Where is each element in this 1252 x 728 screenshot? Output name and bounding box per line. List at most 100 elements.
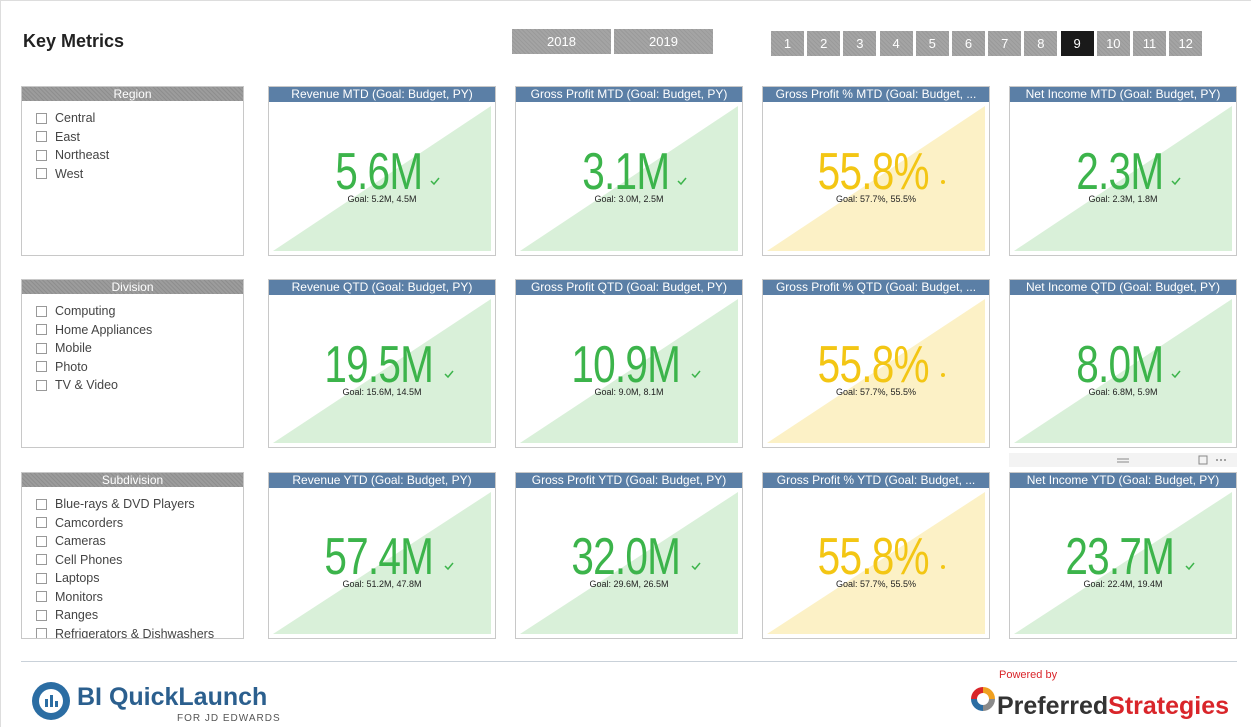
kpi-card: Gross Profit QTD (Goal: Budget, PY) 10.9M… bbox=[515, 279, 743, 448]
slicer-item[interactable]: Camcorders bbox=[36, 516, 123, 530]
kpi-triangle bbox=[1014, 492, 1232, 634]
kpi-indicator bbox=[691, 370, 701, 378]
kpi-goal: Goal: 6.8M, 5.9M bbox=[1088, 386, 1158, 397]
slicer-item[interactable]: Central bbox=[36, 111, 95, 125]
slicer-item-label: Central bbox=[55, 111, 96, 125]
kpi-value: 10.9M bbox=[516, 339, 742, 391]
slicer-item[interactable]: Ranges bbox=[36, 608, 98, 622]
slicer-item[interactable]: Home Appliances bbox=[36, 323, 152, 337]
kpi-title: Gross Profit YTD (Goal: Budget, PY) bbox=[516, 473, 742, 488]
kpi-title: Revenue MTD (Goal: Budget, PY) bbox=[269, 87, 495, 102]
slicer-item[interactable]: Cell Phones bbox=[36, 553, 122, 567]
checkbox[interactable] bbox=[36, 628, 47, 638]
checkbox[interactable] bbox=[36, 168, 47, 179]
month-button[interactable]: 2 bbox=[807, 31, 841, 56]
kpi-value: 55.8% bbox=[763, 339, 989, 391]
kpi-background bbox=[1014, 492, 1232, 634]
month-button[interactable]: 3 bbox=[843, 31, 877, 56]
month-button[interactable]: 11 bbox=[1133, 31, 1166, 56]
year-button[interactable]: 2018 bbox=[512, 29, 611, 54]
slicer-item-label: West bbox=[55, 166, 84, 181]
year-button[interactable]: 2019 bbox=[614, 29, 713, 54]
kpi-background bbox=[273, 299, 491, 443]
slicer-item[interactable]: Monitors bbox=[36, 590, 103, 604]
checkbox[interactable] bbox=[36, 535, 47, 547]
checkbox[interactable] bbox=[36, 517, 47, 528]
month-button[interactable]: 10 bbox=[1096, 31, 1130, 56]
kpi-goal: Goal: 2.3M, 1.8M bbox=[1088, 194, 1158, 204]
checkbox[interactable] bbox=[36, 498, 47, 510]
checkbox[interactable] bbox=[36, 149, 47, 161]
month-button[interactable]: 7 bbox=[988, 31, 1022, 56]
logo-text: BI QuickLaunch bbox=[77, 683, 268, 711]
kpi-title: Net Income YTD (Goal: Budget, PY) bbox=[1010, 473, 1236, 488]
kpi-goal: Goal: 3.0M, 2.5M bbox=[594, 194, 664, 204]
checkbox[interactable] bbox=[36, 572, 47, 584]
kpi-title: Gross Profit MTD (Goal: Budget, PY) bbox=[516, 87, 742, 102]
kpi-card: Revenue YTD (Goal: Budget, PY) 57.4M Goal:… bbox=[268, 472, 496, 639]
slicer-item-label: Northeast bbox=[55, 148, 110, 162]
month-button[interactable]: 9 bbox=[1060, 31, 1094, 56]
kpi-card: Gross Profit % MTD (Goal: Budget, ... 55.… bbox=[762, 86, 990, 256]
slicer-item[interactable]: Photo bbox=[36, 360, 88, 374]
kpi-value: 2.3M bbox=[1010, 146, 1236, 198]
kpi-title: Net Income MTD (Goal: Budget, PY) bbox=[1010, 87, 1236, 102]
month-button[interactable]: 5 bbox=[915, 31, 949, 56]
slicer-item[interactable]: Blue-rays & DVD Players bbox=[36, 497, 195, 511]
checkbox[interactable] bbox=[36, 554, 47, 565]
checkbox[interactable] bbox=[36, 609, 47, 621]
kpi-triangle bbox=[273, 492, 491, 634]
checkbox[interactable] bbox=[36, 305, 47, 317]
month-button[interactable]: 1 bbox=[771, 31, 804, 56]
month-button[interactable]: 8 bbox=[1024, 31, 1058, 56]
brand-name: PreferredStrategies bbox=[997, 692, 1229, 721]
kpi-card: Revenue QTD (Goal: Budget, PY) 19.5M Goal:… bbox=[268, 279, 496, 448]
slicer-item[interactable]: Laptops bbox=[36, 571, 99, 585]
slicer-item[interactable]: Northeast bbox=[36, 148, 109, 162]
slicer-title: Division bbox=[22, 280, 243, 294]
kpi-indicator bbox=[444, 562, 454, 570]
checkbox[interactable] bbox=[36, 131, 47, 142]
kpi-goal: Goal: 57.7%, 55.5% bbox=[835, 386, 917, 397]
slicer-item-label: Home Appliances bbox=[55, 322, 153, 337]
kpi-background bbox=[273, 492, 491, 634]
kpi-value: 3.1M bbox=[516, 146, 742, 198]
month-button[interactable]: 12 bbox=[1169, 31, 1203, 56]
checkbox[interactable] bbox=[36, 591, 47, 602]
kpi-card: Net Income YTD (Goal: Budget, PY) 23.7M Go… bbox=[1009, 472, 1237, 639]
kpi-value-text: 55.8% bbox=[817, 527, 929, 586]
slicer-item[interactable]: West bbox=[36, 167, 83, 181]
kpi-indicator bbox=[941, 180, 946, 184]
checkbox[interactable] bbox=[36, 112, 47, 124]
kpi-goal: Goal: 51.2M, 47.8M bbox=[342, 578, 422, 589]
kpi-card: Net Income MTD (Goal: Budget, PY) 2.3M Goa… bbox=[1009, 86, 1237, 256]
kpi-background bbox=[767, 299, 985, 443]
kpi-triangle bbox=[767, 492, 985, 634]
checkbox[interactable] bbox=[36, 361, 47, 372]
slicer-item[interactable]: Computing bbox=[36, 304, 115, 318]
kpi-value: 32.0M bbox=[516, 531, 742, 583]
kpi-value-text: 10.9M bbox=[571, 335, 682, 394]
month-button[interactable]: 6 bbox=[952, 31, 985, 56]
kpi-title: Gross Profit % YTD (Goal: Budget, ... bbox=[763, 473, 989, 488]
slicer-item-label: Mobile bbox=[55, 341, 92, 355]
slicer-item[interactable]: Cameras bbox=[36, 534, 106, 548]
slicer-item[interactable]: Mobile bbox=[36, 341, 92, 355]
kpi-title: Gross Profit % QTD (Goal: Budget, ... bbox=[763, 280, 989, 295]
slicer-item[interactable]: East bbox=[36, 130, 80, 144]
brand-part: Strategies bbox=[1108, 692, 1230, 720]
slicer-item[interactable]: TV & Video bbox=[36, 378, 118, 392]
slicer-item[interactable]: Refrigerators & Dishwashers bbox=[36, 627, 214, 638]
kpi-indicator bbox=[444, 370, 454, 378]
slicer-item-label: Laptops bbox=[55, 571, 100, 585]
kpi-card: Gross Profit % YTD (Goal: Budget, ... 55.… bbox=[762, 472, 990, 639]
kpi-card: Revenue MTD (Goal: Budget, PY) 5.6M Goal: … bbox=[268, 86, 496, 256]
month-button[interactable]: 4 bbox=[879, 31, 913, 56]
kpi-card: Gross Profit % QTD (Goal: Budget, ... 55.… bbox=[762, 279, 990, 448]
kpi-goal: Goal: 29.6M, 26.5M bbox=[589, 578, 669, 589]
checkbox[interactable] bbox=[36, 342, 47, 354]
slicer-item-label: TV & Video bbox=[55, 378, 119, 392]
checkbox[interactable] bbox=[36, 324, 47, 335]
checkbox[interactable] bbox=[36, 379, 47, 391]
